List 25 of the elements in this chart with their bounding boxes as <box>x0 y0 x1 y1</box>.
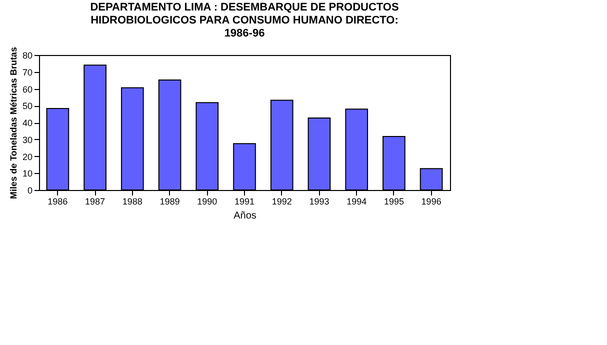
x-tick-label: 1988 <box>122 196 142 206</box>
y-tick-label: 30 <box>22 134 32 145</box>
x-tick-label: 1987 <box>85 196 106 206</box>
text: 1986-96 <box>224 28 265 40</box>
x-tick-label: 1992 <box>272 196 292 206</box>
y-tick-label: 40 <box>22 118 32 128</box>
y-axis-title: Miles de Toneladas Métricas Brutas <box>8 47 18 199</box>
y-tick-label: 20 <box>22 152 32 162</box>
x-tick-label: 1993 <box>309 196 330 206</box>
x-tick-label: 1989 <box>160 196 180 206</box>
x-tick-label: 1996 <box>421 196 442 206</box>
text: DEPARTAMENTO LIMA : DESEMBARQUE DE PRODUCTOS <box>90 2 399 14</box>
y-tick-label: 80 <box>22 50 32 60</box>
x-axis-title: Años <box>234 210 256 222</box>
y-tick-label: 50 <box>22 101 32 112</box>
x-tick-label: 1995 <box>384 196 404 206</box>
text: HIDROBIOLOGICOS PARA CONSUMO HUMANO DIRECTO: <box>90 14 398 27</box>
x-tick-label: 1986 <box>48 196 68 206</box>
y-tick-label: 60 <box>22 84 32 94</box>
y-tick-label: 0 <box>27 186 32 196</box>
y-tick-label: 70 <box>22 67 32 78</box>
y-tick-label: 10 <box>22 168 32 179</box>
x-tick-label: 1994 <box>346 196 367 206</box>
x-tick-label: 1991 <box>234 196 255 206</box>
x-tick-label: 1990 <box>197 196 218 206</box>
